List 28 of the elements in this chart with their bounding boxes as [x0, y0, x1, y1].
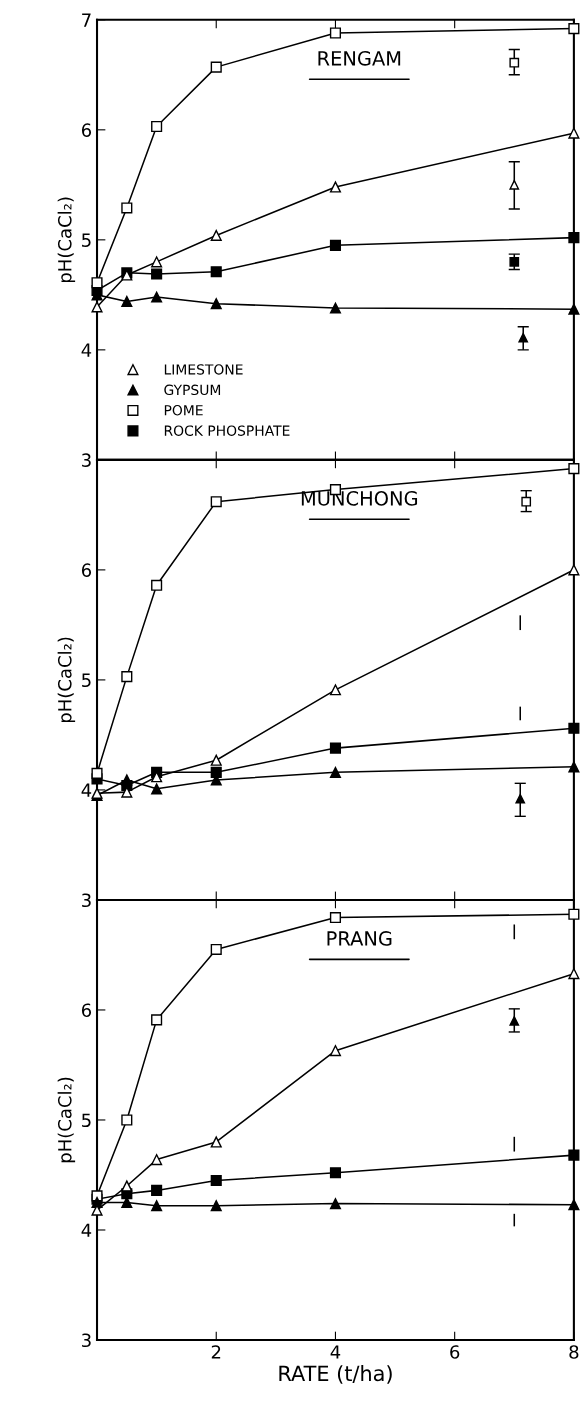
legend-label: GYPSUM — [164, 384, 221, 396]
y-tick-label: 3 — [82, 1333, 91, 1348]
y-tick-label: 4 — [81, 343, 92, 357]
y-tick-label: 4 — [81, 783, 92, 797]
y-axis-title: pH(CaCl₂) — [57, 637, 76, 723]
y-tick-label: 7 — [82, 13, 91, 27]
x-tick-label: 2 — [211, 1345, 221, 1359]
y-tick-label: 6 — [81, 1003, 92, 1018]
text: PRANG — [327, 931, 392, 946]
y-tick-label: 4 — [81, 1223, 92, 1237]
y-tick-label: 5 — [82, 1113, 91, 1128]
legend-label: POME — [164, 404, 203, 416]
y-tick-label: 6 — [81, 123, 92, 137]
y-tick-label: 3 — [82, 453, 91, 467]
legend-label: ROCK PHOSPHATE — [164, 425, 290, 436]
x-tick-label: 6 — [450, 1345, 460, 1359]
y-tick-label: 3 — [82, 893, 91, 908]
x-tick-label: 4 — [330, 1345, 341, 1359]
y-tick-label: 5 — [82, 673, 91, 688]
x-axis-title: RATE (t/ha) — [279, 1365, 392, 1384]
x-tick-label: 8 — [569, 1345, 579, 1359]
text: MUNCHONG — [301, 491, 418, 506]
y-tick-label: 6 — [81, 563, 92, 578]
y-axis-title: pH(CaCl₂) — [57, 197, 76, 283]
text: RENGAM — [318, 50, 401, 66]
y-tick-label: 5 — [82, 233, 91, 247]
legend-label: LIMESTONE — [164, 364, 243, 375]
y-axis-title: pH(CaCl₂) — [57, 1077, 76, 1163]
